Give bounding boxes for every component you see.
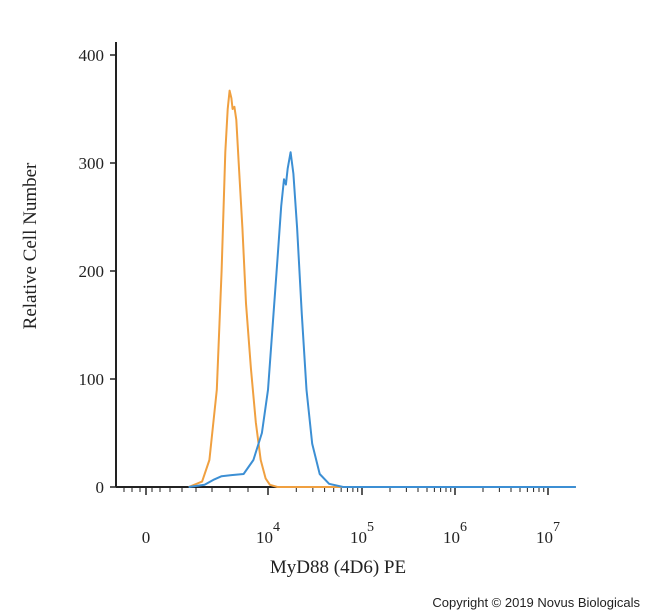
y-axis-title: Relative Cell Number (20, 162, 41, 329)
x-tick-label: 106 (443, 520, 467, 547)
copyright-notice: Copyright © 2019 Novus Biologicals (432, 595, 640, 610)
y-tick-label: 0 (96, 478, 105, 497)
axes (115, 42, 566, 488)
histogram-series-line (188, 89, 576, 488)
histogram-series-line (188, 151, 576, 488)
x-tick-label: 0 (142, 528, 151, 547)
y-tick-label: 100 (79, 370, 105, 389)
y-tick-label: 200 (79, 262, 105, 281)
x-axis-title: MyD88 (4D6) PE (270, 557, 406, 578)
series-layer (188, 89, 576, 488)
x-tick-label: 107 (536, 520, 560, 547)
y-tick-label: 300 (79, 154, 105, 173)
y-tick-label: 400 (79, 46, 105, 65)
x-tick-label: 104 (256, 520, 280, 547)
ticks: 0 100 200 300 400 0 104 105 106 107 (79, 46, 561, 547)
x-tick-label: 105 (350, 520, 374, 547)
